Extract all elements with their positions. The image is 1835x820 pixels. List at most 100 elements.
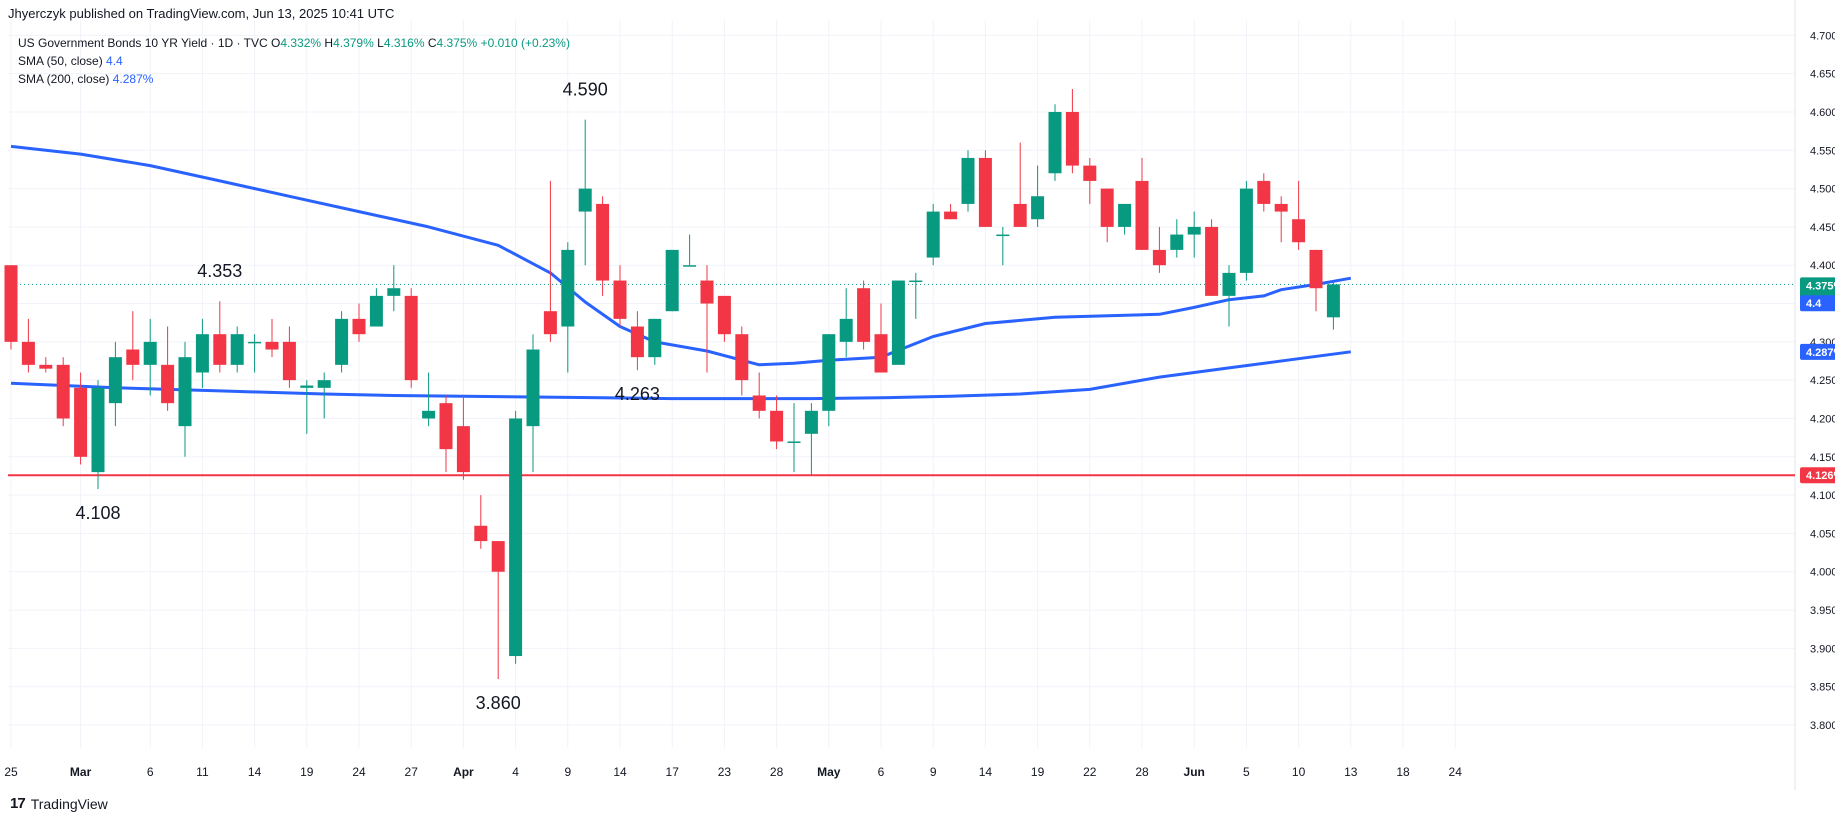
- candle[interactable]: [126, 311, 140, 381]
- candle[interactable]: [822, 334, 836, 427]
- candle[interactable]: [1239, 180, 1253, 281]
- symbol-title[interactable]: US Government Bonds 10 YR Yield · 1D · T…: [18, 36, 268, 50]
- candle[interactable]: [300, 380, 314, 434]
- candle[interactable]: [787, 403, 801, 473]
- candle[interactable]: [213, 301, 227, 373]
- candle[interactable]: [1048, 104, 1062, 181]
- candle[interactable]: [1013, 142, 1027, 227]
- time-axis[interactable]: 25 Mar 6 11 14 19 24 27 Apr 4 9 14 17 23 28 May 6 9 14 19 22…: [4, 765, 1462, 779]
- price-axis[interactable]: 4.700% 4.650% 4.600% 4.550% 4.500% 4.450% 4.40…: [1810, 30, 1835, 732]
- candle[interactable]: [1135, 157, 1149, 250]
- candle[interactable]: [717, 295, 731, 342]
- candle[interactable]: [456, 395, 470, 480]
- candle[interactable]: [909, 272, 923, 319]
- candle[interactable]: [422, 372, 436, 427]
- candle-body: [961, 157, 975, 204]
- candle[interactable]: [39, 357, 53, 373]
- candle[interactable]: [857, 280, 871, 350]
- candle[interactable]: [369, 288, 383, 327]
- candle[interactable]: [1170, 219, 1184, 258]
- candle[interactable]: [996, 226, 1010, 266]
- candle[interactable]: [700, 265, 714, 373]
- last-price-tag-text: 4.375%: [1806, 280, 1835, 292]
- candle[interactable]: [317, 372, 331, 419]
- candle[interactable]: [1152, 226, 1166, 273]
- sma200-legend-row[interactable]: SMA (200, close) 4.287%: [18, 70, 570, 88]
- candle-body: [265, 341, 279, 350]
- candle[interactable]: [143, 318, 157, 396]
- sma50-legend-row[interactable]: SMA (50, close) 4.4: [18, 52, 570, 70]
- candle[interactable]: [648, 318, 662, 365]
- candle[interactable]: [630, 311, 644, 371]
- candle[interactable]: [4, 265, 18, 350]
- candle[interactable]: [509, 410, 523, 664]
- candle-body: [509, 418, 523, 657]
- candle[interactable]: [1292, 180, 1306, 250]
- candle[interactable]: [1100, 188, 1114, 243]
- candle-body: [857, 288, 871, 342]
- candle[interactable]: [839, 288, 853, 358]
- candle[interactable]: [56, 357, 70, 427]
- candle[interactable]: [752, 372, 766, 419]
- candle[interactable]: [74, 372, 88, 465]
- candle[interactable]: [526, 334, 540, 473]
- candle[interactable]: [543, 180, 557, 342]
- candle-body: [996, 234, 1010, 237]
- candle[interactable]: [874, 303, 888, 373]
- candle-body: [787, 441, 801, 443]
- candle[interactable]: [335, 311, 349, 373]
- candle[interactable]: [578, 119, 592, 266]
- candle[interactable]: [195, 318, 209, 388]
- candle[interactable]: [944, 203, 958, 220]
- candle[interactable]: [561, 242, 575, 373]
- candles[interactable]: [4, 88, 1340, 680]
- tradingview-logo-icon: 17: [10, 795, 26, 812]
- candle[interactable]: [282, 326, 296, 388]
- candle[interactable]: [439, 395, 453, 473]
- candle[interactable]: [926, 203, 940, 266]
- candle[interactable]: [91, 380, 105, 489]
- candle[interactable]: [613, 265, 627, 327]
- candle[interactable]: [352, 303, 366, 342]
- candle[interactable]: [474, 495, 488, 549]
- candle[interactable]: [248, 334, 262, 373]
- candle-body: [839, 318, 853, 342]
- candle[interactable]: [961, 150, 975, 212]
- candle[interactable]: [1118, 203, 1132, 235]
- candle[interactable]: [735, 326, 749, 396]
- candle[interactable]: [230, 326, 244, 373]
- candle[interactable]: [804, 403, 818, 476]
- x-tick-label: Apr: [453, 765, 474, 779]
- candle[interactable]: [891, 280, 905, 365]
- sma50-tag-text: 4.4: [1806, 298, 1822, 310]
- candle[interactable]: [1187, 211, 1201, 258]
- candle[interactable]: [21, 318, 35, 373]
- candle[interactable]: [978, 150, 992, 227]
- candle-body: [752, 395, 766, 411]
- candle[interactable]: [178, 341, 192, 457]
- candle[interactable]: [596, 196, 610, 296]
- candle[interactable]: [265, 318, 279, 358]
- candle[interactable]: [1257, 173, 1271, 212]
- candle[interactable]: [1309, 249, 1323, 312]
- tradingview-brand[interactable]: 17 TradingView: [10, 795, 108, 812]
- candle[interactable]: [683, 234, 697, 267]
- candle[interactable]: [161, 326, 175, 411]
- candle[interactable]: [491, 541, 505, 680]
- candle[interactable]: [1222, 265, 1236, 327]
- candle[interactable]: [1083, 157, 1097, 204]
- candle[interactable]: [1326, 281, 1340, 330]
- candle[interactable]: [665, 249, 679, 312]
- candle[interactable]: [770, 395, 784, 450]
- candle-body: [387, 288, 401, 296]
- support-level-line[interactable]: [8, 283, 1795, 477]
- candle[interactable]: [1205, 219, 1219, 296]
- candle[interactable]: [387, 265, 401, 312]
- candle[interactable]: [1274, 196, 1288, 243]
- candle[interactable]: [1065, 88, 1079, 174]
- candle[interactable]: [1031, 165, 1045, 227]
- publisher-line: Jhyerczyk published on TradingView.com, …: [8, 6, 395, 21]
- candle[interactable]: [108, 341, 122, 427]
- candle[interactable]: [404, 288, 418, 388]
